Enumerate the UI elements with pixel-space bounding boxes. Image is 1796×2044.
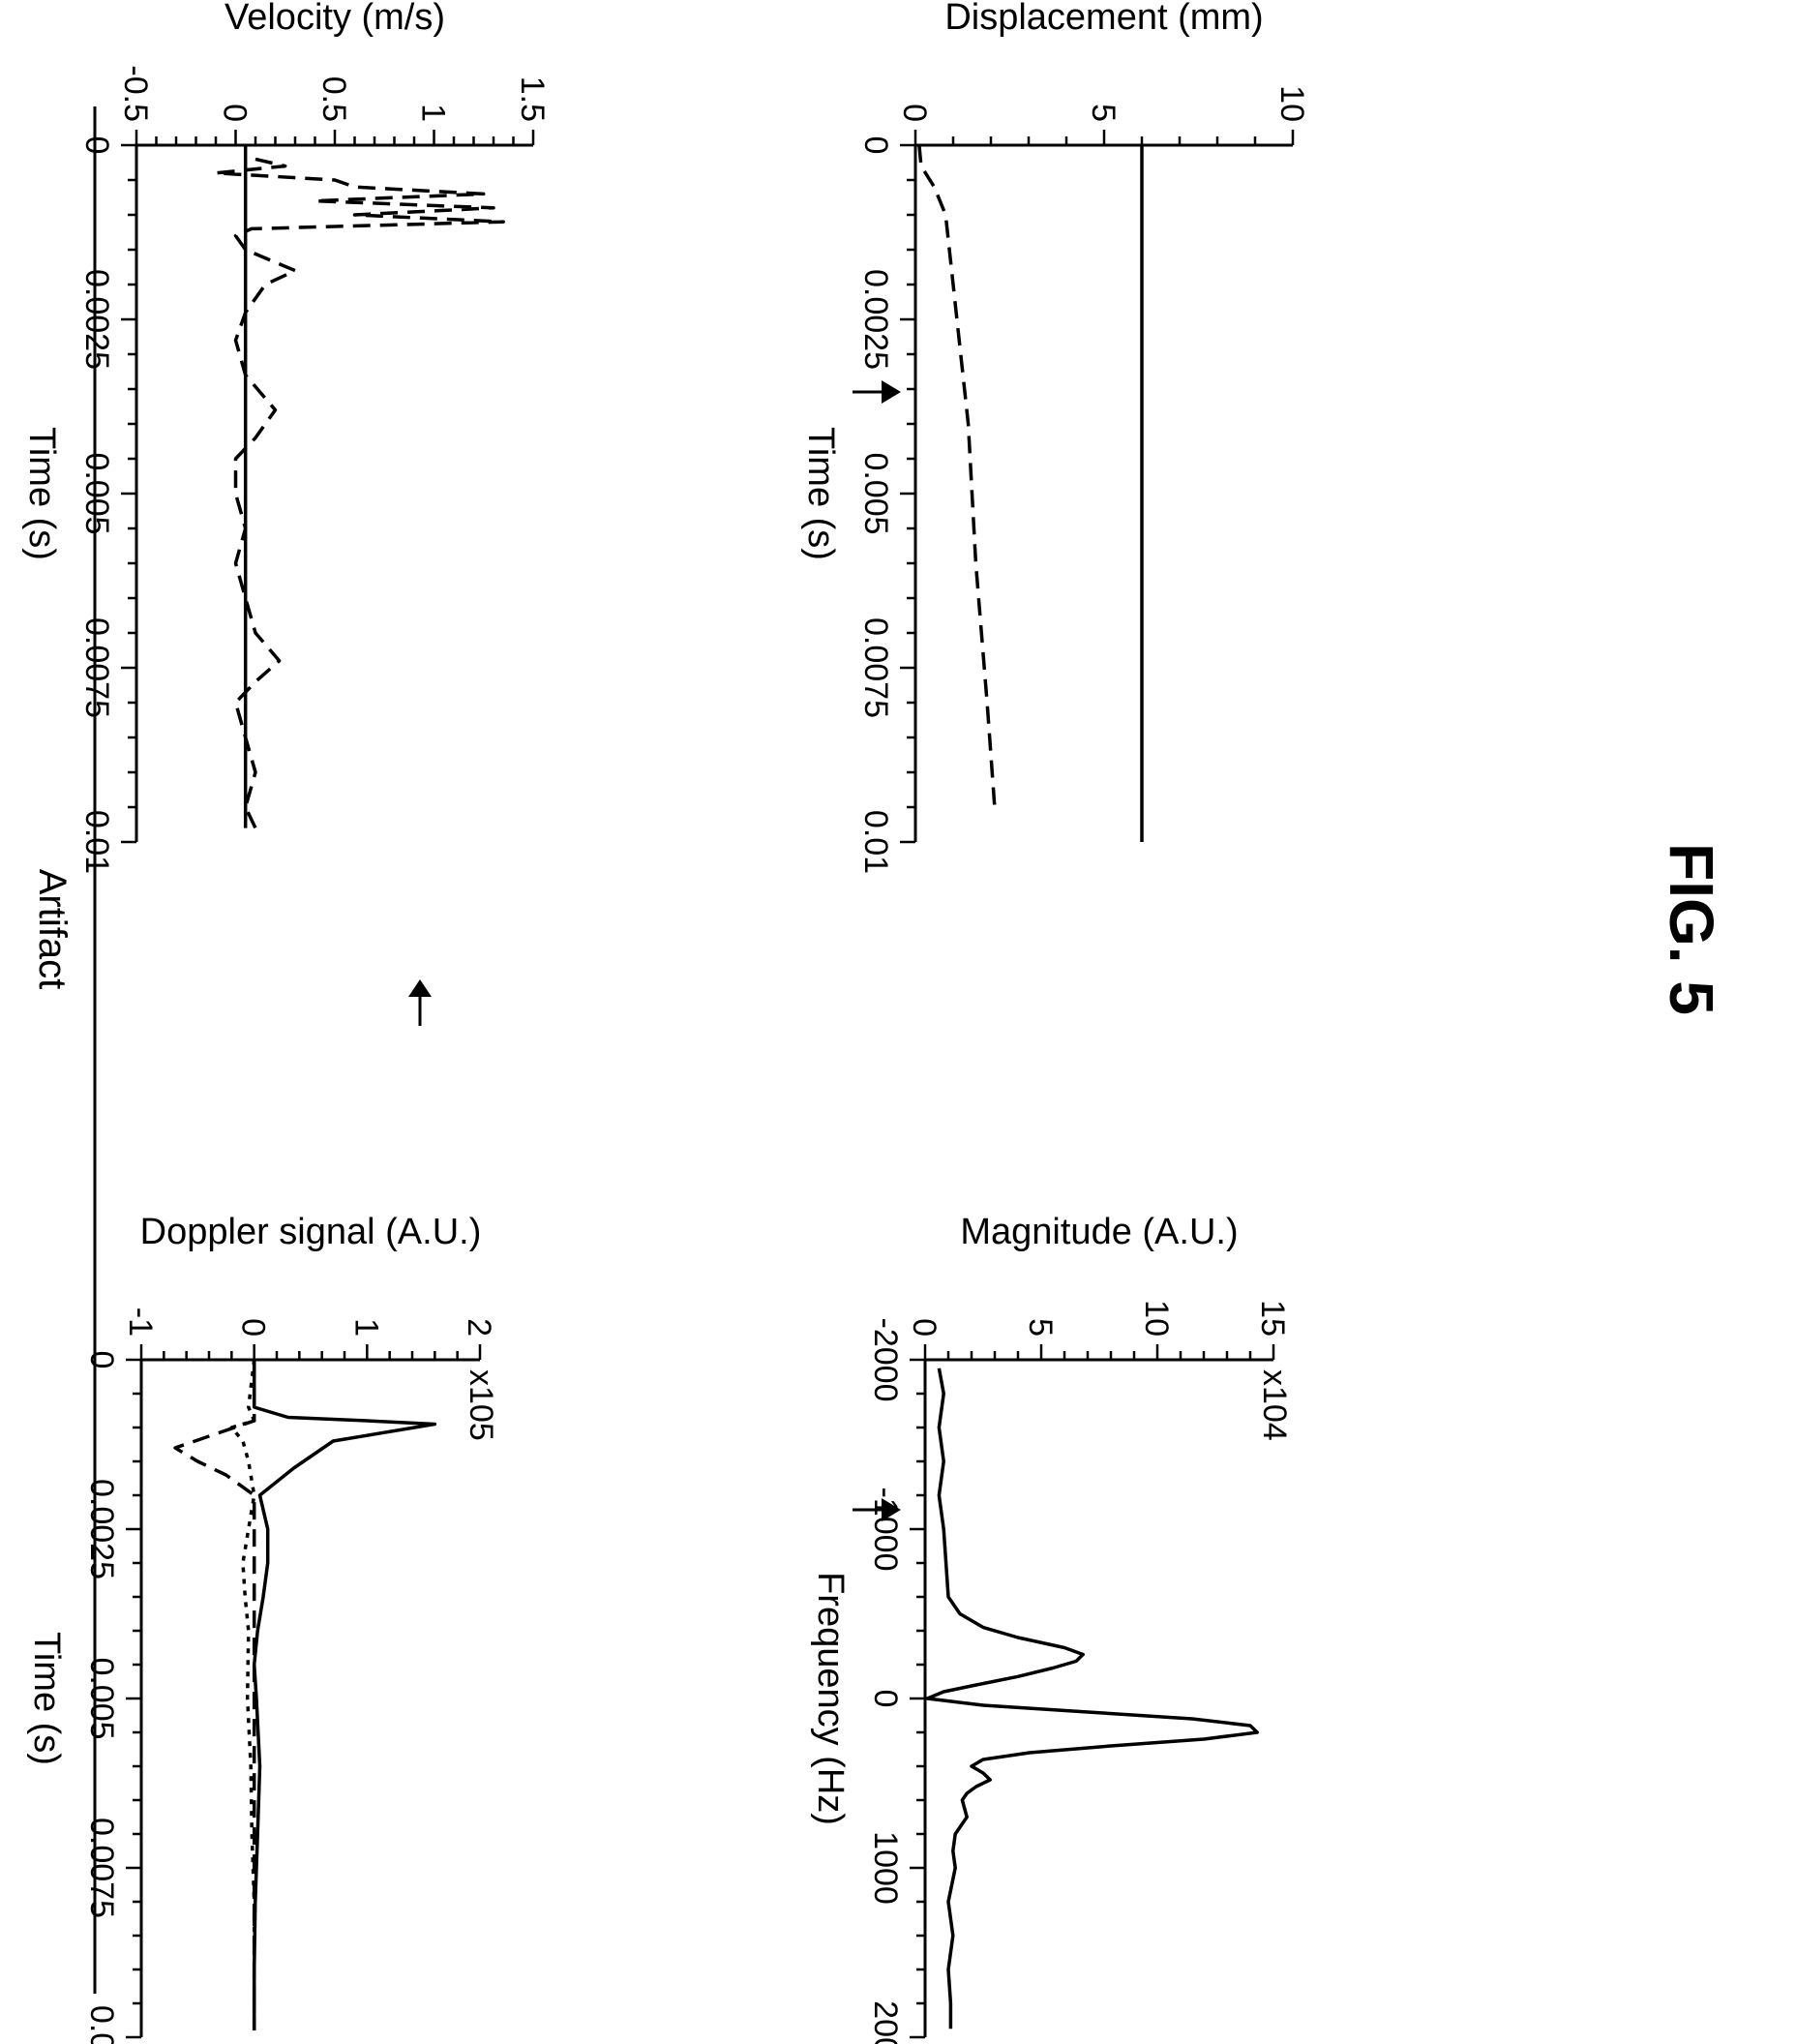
velocity-x-label: Time (s) bbox=[21, 427, 62, 560]
doppler-y-tick-label: 0 bbox=[235, 1318, 272, 1337]
displacement-y-tick-label: 5 bbox=[1085, 104, 1122, 122]
magnitude-series-solid bbox=[925, 1368, 1259, 2029]
velocity-y-tick-label: -0.5 bbox=[117, 65, 154, 122]
velocity-y-label: Velocity (m/s) bbox=[224, 0, 445, 38]
displacement-x-tick-label: 0.01 bbox=[857, 810, 894, 874]
magnitude-scale-note: x104 bbox=[1256, 1369, 1293, 1441]
header-title: Artifact bbox=[31, 869, 74, 989]
doppler-x-label: Time (s) bbox=[26, 1632, 67, 1765]
velocity-x-tick-label: 0.005 bbox=[78, 452, 115, 534]
displacement-x-tick-label: 0.005 bbox=[857, 452, 894, 534]
arrow-to-displacement bbox=[853, 380, 901, 404]
magnitude-x-tick-label: -2000 bbox=[867, 1318, 904, 1402]
doppler-x-tick-label: 0 bbox=[83, 1351, 120, 1369]
doppler-y-label: Doppler signal (A.U.) bbox=[140, 1212, 482, 1252]
doppler-x-tick-label: 0.005 bbox=[83, 1657, 120, 1739]
doppler-series-dashed bbox=[173, 1360, 256, 2030]
displacement-x-tick-label: 0.0025 bbox=[857, 269, 894, 370]
displacement-y-tick-label: 0 bbox=[896, 104, 933, 122]
doppler-y-tick-label: -1 bbox=[122, 1308, 159, 1337]
magnitude-x-label: Frequency (Hz) bbox=[810, 1572, 851, 1825]
velocity-x-tick-label: 0 bbox=[78, 136, 115, 155]
displacement-x-tick-label: 0.0075 bbox=[857, 617, 894, 718]
velocity-x-tick-label: 0.0075 bbox=[78, 617, 115, 718]
displacement-x-tick-label: 0 bbox=[857, 136, 894, 155]
magnitude-y-label: Magnitude (A.U.) bbox=[960, 1212, 1238, 1252]
doppler-y-tick-label: 2 bbox=[461, 1318, 497, 1337]
magnitude-y-tick-label: 5 bbox=[1022, 1318, 1059, 1337]
magnitude-y-tick-label: 0 bbox=[906, 1318, 943, 1337]
magnitude-y-tick-label: 10 bbox=[1138, 1300, 1175, 1337]
magnitude-y-tick-label: 15 bbox=[1254, 1300, 1291, 1337]
magnitude-x-tick-label: -1000 bbox=[867, 1488, 904, 1572]
displacement-x-label: Time (s) bbox=[800, 427, 841, 560]
magnitude-x-tick-label: 1000 bbox=[867, 1831, 904, 1905]
doppler-x-tick-label: 0.0075 bbox=[83, 1818, 120, 1918]
displacement-series-dashed bbox=[917, 144, 997, 808]
displacement-y-tick-label: 10 bbox=[1273, 85, 1310, 122]
velocity-y-tick-label: 0.5 bbox=[315, 76, 352, 122]
velocity-y-tick-label: 1 bbox=[415, 104, 452, 122]
doppler-series-dotted bbox=[229, 1359, 256, 2030]
displacement-y-label: Displacement (mm) bbox=[944, 0, 1263, 38]
velocity-series-dashed bbox=[214, 157, 505, 829]
magnitude-chart: -2000 -1000 0 1000 2000 0 5 10 15 Frequency (Hz) M… bbox=[810, 1212, 1293, 2044]
figure-label: FIG. 5 bbox=[1657, 843, 1726, 1015]
doppler-x-tick-label: 0.0025 bbox=[83, 1479, 120, 1579]
magnitude-x-tick-label: 2000 bbox=[867, 2000, 904, 2044]
doppler-x-tick-label: 0.01 bbox=[83, 2005, 120, 2044]
arrow-to-velocity bbox=[408, 979, 432, 1026]
displacement-chart: 0 0.0025 0.005 0.0075 0.01 0 5 10 Time (s) Displa… bbox=[800, 0, 1310, 874]
velocity-x-tick-label: 0.0025 bbox=[78, 269, 115, 370]
arrow-to-magnitude bbox=[853, 1498, 901, 1521]
velocity-y-tick-label: 0 bbox=[217, 104, 254, 122]
doppler-y-tick-label: 1 bbox=[347, 1318, 384, 1337]
magnitude-x-tick-label: 0 bbox=[867, 1690, 904, 1708]
velocity-x-tick-label: 0.01 bbox=[78, 810, 115, 874]
velocity-y-tick-label: 1.5 bbox=[514, 76, 551, 122]
doppler-series-solid bbox=[252, 1360, 437, 2030]
doppler-scale-note: x105 bbox=[463, 1369, 499, 1441]
